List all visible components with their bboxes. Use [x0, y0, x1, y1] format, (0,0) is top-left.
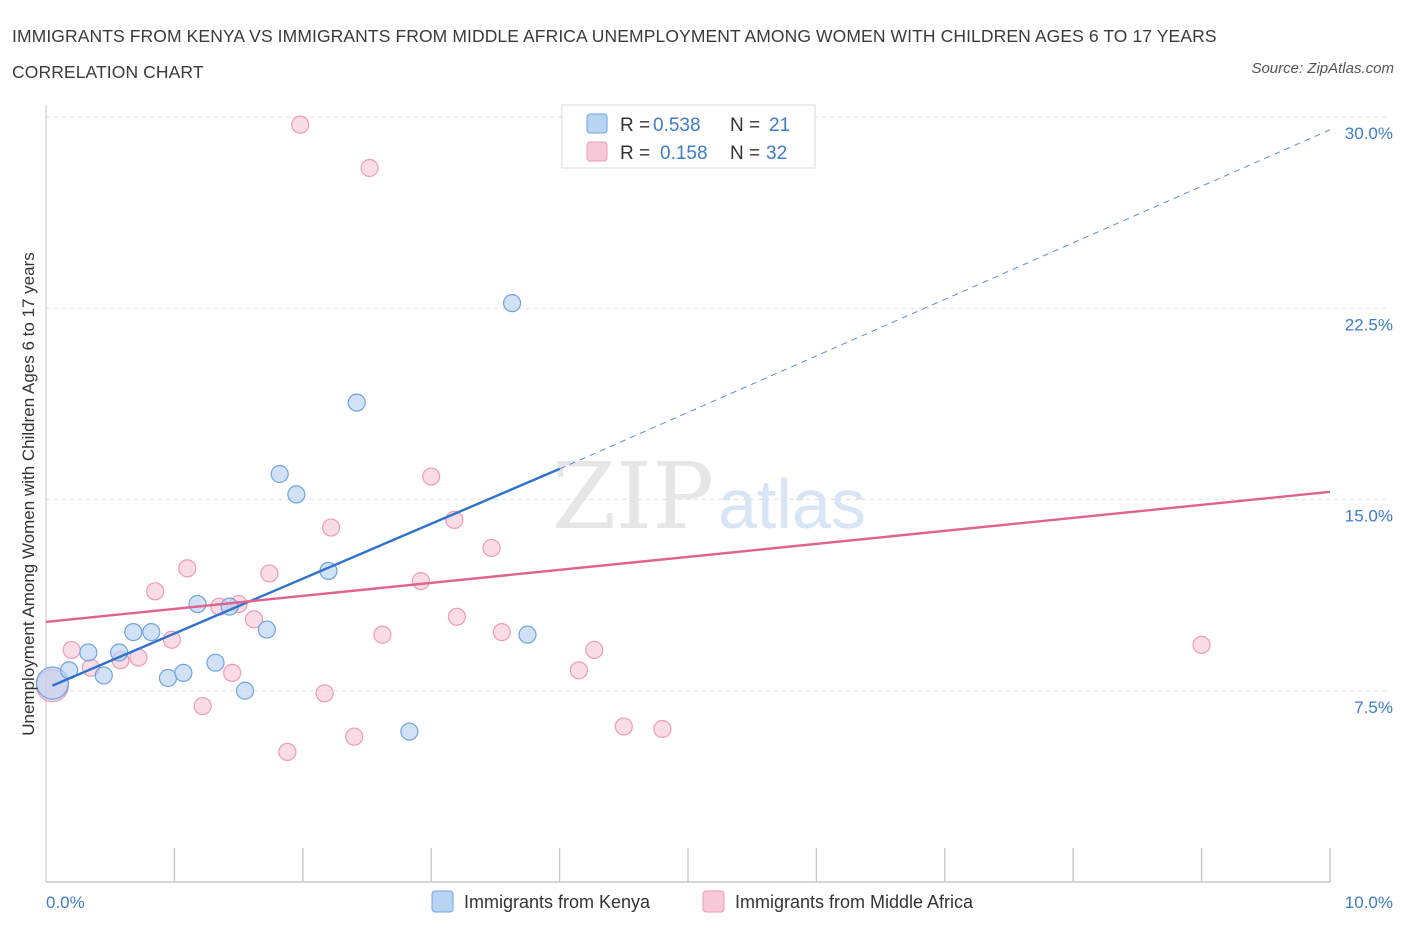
point-middle-africa — [223, 663, 242, 683]
legend-n-label-2: N = — [730, 143, 760, 164]
point-middle-africa — [315, 684, 334, 703]
x-tick-label-min: 0.0% — [46, 893, 85, 912]
legend-r-value-2: 0.158 — [660, 143, 708, 164]
bottom-legend-swatch-kenya — [431, 890, 454, 913]
point-kenya — [287, 485, 306, 504]
point-kenya — [257, 620, 276, 639]
point-kenya — [35, 666, 70, 700]
point-middle-africa — [422, 467, 441, 486]
bottom-legend-label-kenya: Immigrants from Kenya — [464, 892, 651, 912]
bottom-legend-swatch-middle-africa — [702, 890, 725, 913]
point-middle-africa — [146, 582, 165, 601]
point-kenya — [174, 663, 193, 683]
point-kenya — [400, 722, 419, 741]
point-kenya — [94, 666, 113, 685]
point-middle-africa — [244, 610, 264, 629]
point-middle-africa — [360, 158, 379, 178]
point-middle-africa — [411, 571, 431, 591]
source-credit: Source: ZipAtlas.com — [1251, 60, 1394, 77]
y-axis-label: Unemployment Among Women with Children A… — [19, 252, 38, 736]
legend: R = 0.538 N = 21 R = 0.158 N = 32 — [561, 104, 816, 169]
point-kenya — [235, 681, 255, 700]
legend-r-value-1: 0.538 — [653, 115, 701, 136]
point-kenya — [206, 653, 225, 672]
point-middle-africa — [585, 640, 604, 660]
point-middle-africa — [1192, 635, 1211, 654]
y-tick-labels: 7.5% 15.0% 22.5% 30.0% — [1345, 124, 1393, 717]
point-middle-africa — [62, 640, 81, 660]
chart-title: IMMIGRANTS FROM KENYA VS IMMIGRANTS FROM… — [12, 26, 1217, 82]
y-tick-label: 30.0% — [1345, 124, 1393, 143]
point-middle-africa — [569, 661, 588, 680]
y-tick-label: 15.0% — [1345, 507, 1393, 526]
watermark-atlas: atlas — [718, 465, 866, 543]
point-kenya — [347, 393, 366, 412]
point-middle-africa — [492, 622, 511, 642]
bottom-legend: Immigrants from Kenya Immigrants from Mi… — [431, 890, 974, 913]
point-kenya — [502, 294, 522, 313]
point-middle-africa — [178, 559, 197, 578]
y-tick-label: 7.5% — [1354, 698, 1393, 717]
point-middle-africa — [373, 625, 392, 644]
watermark-zip: ZIP — [552, 443, 714, 550]
point-middle-africa — [260, 564, 279, 583]
point-kenya — [158, 668, 178, 688]
data-points — [35, 115, 1211, 762]
legend-n-value-1: 21 — [769, 115, 790, 136]
legend-swatch-middle-africa — [586, 141, 608, 162]
legend-swatch-kenya — [586, 113, 608, 134]
point-middle-africa — [482, 538, 501, 558]
legend-r-label-1: R = — [620, 115, 650, 136]
legend-r-label-2: R = — [620, 143, 650, 164]
trend-line-middle-africa — [45, 490, 1331, 624]
point-middle-africa — [193, 696, 212, 716]
point-kenya — [188, 594, 207, 614]
point-middle-africa — [291, 115, 310, 134]
point-kenya — [518, 625, 537, 644]
trend-line-kenya — [51, 467, 561, 687]
legend-n-label-1: N = — [730, 115, 760, 136]
legend-n-value-2: 32 — [766, 143, 787, 164]
point-kenya — [142, 622, 161, 642]
point-middle-africa — [447, 607, 466, 626]
point-middle-africa — [321, 518, 341, 537]
x-ticks — [173, 848, 1331, 882]
point-kenya — [270, 464, 289, 484]
x-tick-label-max: 10.0% — [1345, 893, 1393, 912]
point-kenya — [79, 643, 98, 662]
point-middle-africa — [653, 719, 672, 739]
point-middle-africa — [278, 742, 297, 762]
bottom-legend-label-middle-africa: Immigrants from Middle Africa — [735, 892, 974, 912]
trend-lines — [45, 129, 1331, 687]
y-tick-label: 22.5% — [1345, 315, 1393, 334]
point-middle-africa — [614, 717, 633, 736]
point-middle-africa — [345, 727, 364, 746]
trend-line-kenya-projection — [559, 129, 1331, 470]
point-kenya — [124, 622, 143, 642]
